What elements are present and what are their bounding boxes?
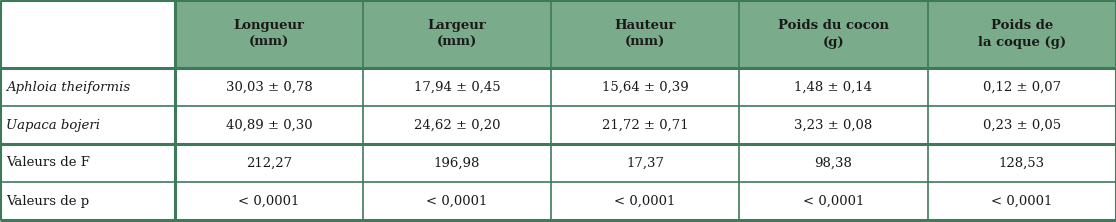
Text: < 0,0001: < 0,0001 xyxy=(239,194,300,208)
Bar xyxy=(363,68,551,106)
Bar xyxy=(0,0,175,68)
Bar xyxy=(551,182,739,220)
Bar xyxy=(929,106,1116,144)
Bar xyxy=(929,68,1116,106)
Text: 98,38: 98,38 xyxy=(815,157,853,170)
Bar xyxy=(739,0,929,68)
Text: 17,37: 17,37 xyxy=(626,157,664,170)
Bar xyxy=(0,68,175,106)
Text: Uapaca bojeri: Uapaca bojeri xyxy=(6,119,100,131)
Text: Poids du cocon
(g): Poids du cocon (g) xyxy=(778,19,889,49)
Text: 24,62 ± 0,20: 24,62 ± 0,20 xyxy=(414,119,500,131)
Text: 17,94 ± 0,45: 17,94 ± 0,45 xyxy=(414,81,500,93)
Bar xyxy=(175,68,363,106)
Bar xyxy=(739,182,929,220)
Text: < 0,0001: < 0,0001 xyxy=(991,194,1052,208)
Text: 40,89 ± 0,30: 40,89 ± 0,30 xyxy=(225,119,312,131)
Text: 1,48 ± 0,14: 1,48 ± 0,14 xyxy=(795,81,873,93)
Bar xyxy=(363,182,551,220)
Bar xyxy=(0,182,175,220)
Bar xyxy=(551,68,739,106)
Text: 128,53: 128,53 xyxy=(999,157,1045,170)
Text: Valeurs de F: Valeurs de F xyxy=(6,157,90,170)
Bar xyxy=(551,106,739,144)
Bar xyxy=(175,144,363,182)
Bar xyxy=(175,106,363,144)
Bar xyxy=(739,106,929,144)
Text: 212,27: 212,27 xyxy=(246,157,292,170)
Text: 196,98: 196,98 xyxy=(434,157,480,170)
Bar xyxy=(739,144,929,182)
Bar xyxy=(929,182,1116,220)
Bar xyxy=(929,144,1116,182)
Text: < 0,0001: < 0,0001 xyxy=(426,194,488,208)
Text: Valeurs de p: Valeurs de p xyxy=(6,194,89,208)
Text: Longueur
(mm): Longueur (mm) xyxy=(233,19,305,49)
Bar xyxy=(363,106,551,144)
Text: Hauteur
(mm): Hauteur (mm) xyxy=(614,19,676,49)
Bar xyxy=(0,144,175,182)
Text: Aphloia theiformis: Aphloia theiformis xyxy=(6,81,131,93)
Bar xyxy=(175,0,363,68)
Text: < 0,0001: < 0,0001 xyxy=(614,194,675,208)
Bar xyxy=(551,144,739,182)
Bar xyxy=(175,182,363,220)
Bar xyxy=(0,106,175,144)
Text: < 0,0001: < 0,0001 xyxy=(802,194,864,208)
Text: 3,23 ± 0,08: 3,23 ± 0,08 xyxy=(795,119,873,131)
Bar xyxy=(363,144,551,182)
Text: 15,64 ± 0,39: 15,64 ± 0,39 xyxy=(602,81,689,93)
Bar xyxy=(363,0,551,68)
Text: 0,23 ± 0,05: 0,23 ± 0,05 xyxy=(983,119,1061,131)
Bar xyxy=(551,0,739,68)
Bar xyxy=(929,0,1116,68)
Text: 30,03 ± 0,78: 30,03 ± 0,78 xyxy=(225,81,312,93)
Text: Largeur
(mm): Largeur (mm) xyxy=(427,19,487,49)
Text: 21,72 ± 0,71: 21,72 ± 0,71 xyxy=(602,119,689,131)
Text: Poids de
la coque (g): Poids de la coque (g) xyxy=(978,19,1066,49)
Bar xyxy=(739,68,929,106)
Text: 0,12 ± 0,07: 0,12 ± 0,07 xyxy=(983,81,1061,93)
